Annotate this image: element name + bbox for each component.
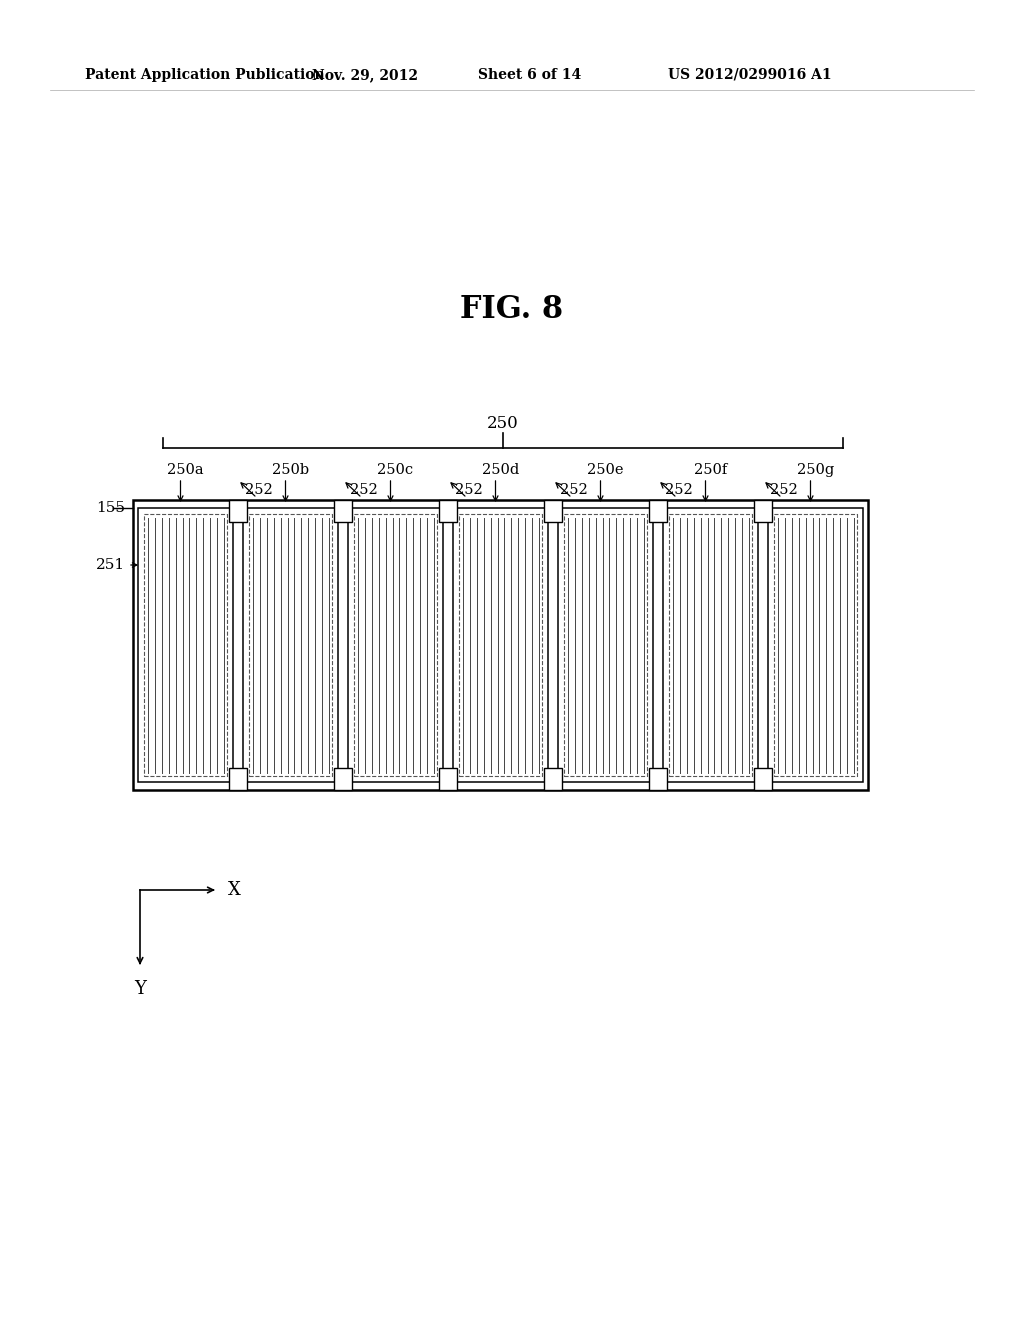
Text: 250c: 250c [378,463,414,477]
Text: Y: Y [134,979,146,998]
Bar [439,500,457,521]
Text: Patent Application Publication: Patent Application Publication [85,69,325,82]
Text: 250a: 250a [167,463,204,477]
Bar [229,500,247,521]
Text: Sheet 6 of 14: Sheet 6 of 14 [478,69,582,82]
Text: 252: 252 [455,483,482,498]
Bar [544,768,562,789]
Bar [663,508,758,781]
Bar [768,508,863,781]
Text: US 2012/0299016 A1: US 2012/0299016 A1 [669,69,831,82]
Bar [544,500,562,521]
Bar [249,513,332,776]
Text: 252: 252 [665,483,693,498]
Text: 251: 251 [96,558,125,572]
Bar [649,500,667,521]
Text: 252: 252 [245,483,272,498]
Text: X: X [228,880,241,899]
Bar [334,500,352,521]
Bar [243,508,338,781]
Bar [229,768,247,789]
Text: FIG. 8: FIG. 8 [461,294,563,326]
Bar [439,768,457,789]
Bar [459,513,542,776]
Bar [564,513,647,776]
Text: 250g: 250g [797,463,835,477]
Text: 252: 252 [350,483,378,498]
Text: 155: 155 [96,502,125,515]
Bar [669,513,752,776]
Bar [774,513,857,776]
Text: 250: 250 [487,414,519,432]
Bar [334,768,352,789]
Bar [138,508,233,781]
Bar [754,768,772,789]
Text: 250f: 250f [694,463,727,477]
Text: 250d: 250d [482,463,519,477]
Bar [754,500,772,521]
Bar [453,508,548,781]
Bar [649,768,667,789]
Text: 252: 252 [770,483,798,498]
Bar [133,500,868,789]
Text: 250e: 250e [587,463,624,477]
Text: 250b: 250b [272,463,309,477]
Bar [144,513,227,776]
Bar [354,513,437,776]
Text: Nov. 29, 2012: Nov. 29, 2012 [312,69,418,82]
Bar [348,508,443,781]
Text: 252: 252 [560,483,588,498]
Bar [558,508,653,781]
